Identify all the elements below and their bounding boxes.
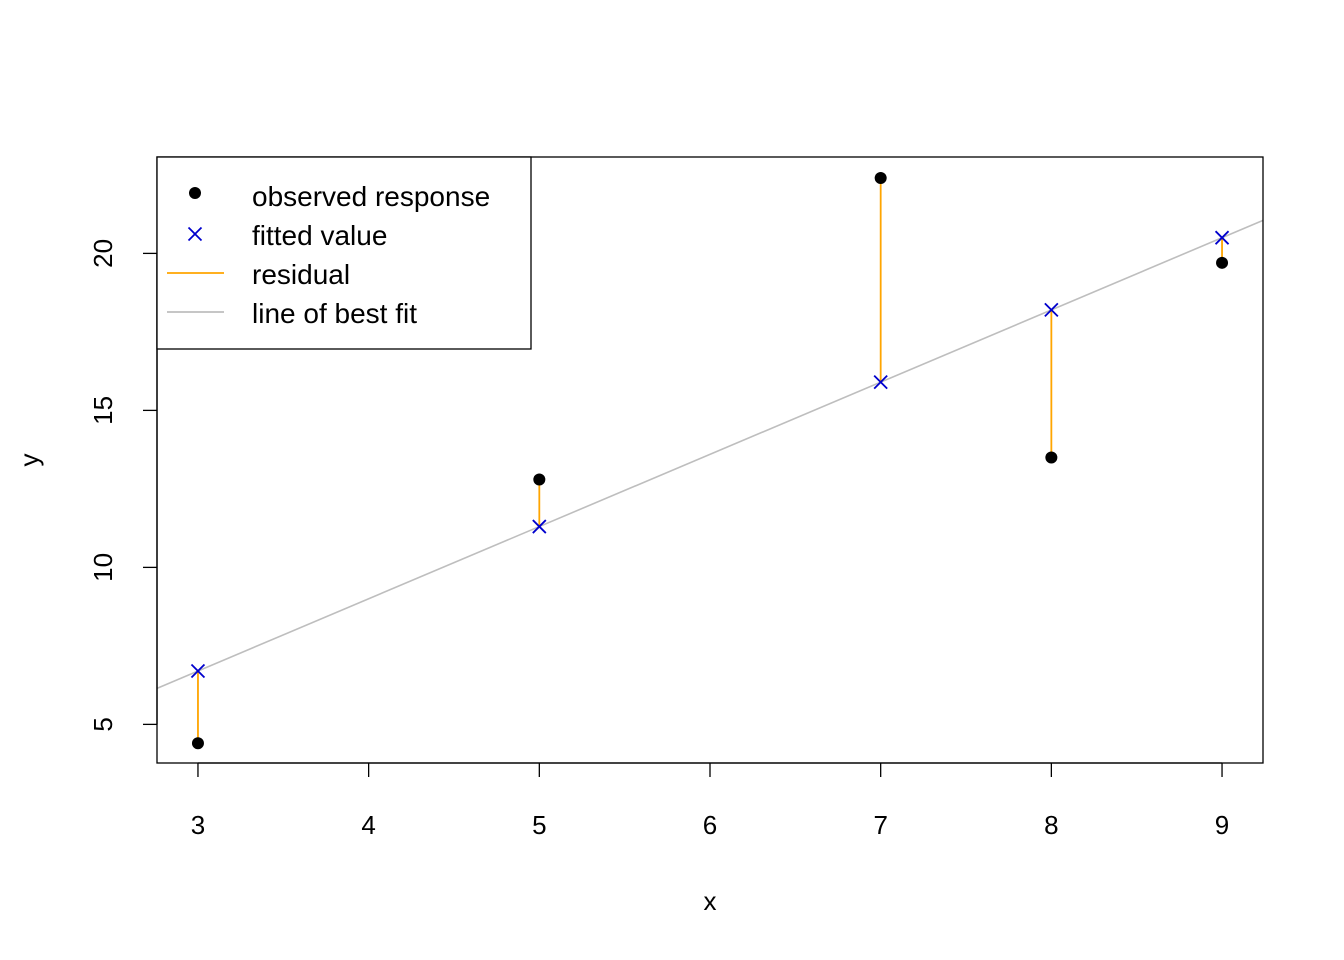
legend-label: observed response bbox=[252, 181, 490, 212]
fitted-point bbox=[1214, 230, 1230, 245]
legend-item: line of best fit bbox=[167, 298, 417, 329]
y-tick-label: 10 bbox=[88, 553, 118, 582]
y-axis-label: y bbox=[14, 454, 44, 467]
observed-point bbox=[1045, 451, 1058, 464]
observed-point bbox=[191, 737, 204, 750]
legend-label: line of best fit bbox=[252, 298, 417, 329]
legend: observed response fitted value residual lin… bbox=[156, 156, 532, 350]
x-tick-label: 6 bbox=[703, 810, 717, 840]
legend-label: fitted value bbox=[252, 220, 387, 251]
legend-box bbox=[156, 156, 532, 350]
y-tick-label: 15 bbox=[88, 396, 118, 425]
x-tick-label: 3 bbox=[191, 810, 205, 840]
y-tick-label: 20 bbox=[88, 239, 118, 268]
legend-item: residual bbox=[167, 259, 350, 290]
fitted-point-stroke bbox=[1044, 302, 1059, 318]
observed-point bbox=[1216, 256, 1229, 269]
x-axis-label: x bbox=[704, 886, 717, 916]
x-tick-label: 8 bbox=[1044, 810, 1058, 840]
legend-cross-symbol bbox=[187, 226, 203, 242]
best-fit-line bbox=[157, 219, 1263, 690]
x-tick-label: 9 bbox=[1215, 810, 1229, 840]
observed-point bbox=[533, 473, 546, 486]
fitted-point bbox=[532, 519, 547, 534]
legend-item: observed response bbox=[189, 181, 490, 212]
x-tick-label: 5 bbox=[532, 810, 546, 840]
x-tick-label: 4 bbox=[361, 810, 375, 840]
observed-point bbox=[874, 172, 887, 185]
legend-label: residual bbox=[252, 259, 350, 290]
fitted-point-stroke bbox=[1214, 230, 1230, 245]
fitted-point-stroke bbox=[873, 374, 888, 390]
legend-dot-symbol bbox=[189, 187, 201, 199]
fitted-point bbox=[190, 663, 206, 679]
fitted-point-stroke bbox=[532, 519, 547, 534]
legend-item: fitted value bbox=[187, 220, 387, 251]
fitted-point bbox=[1044, 302, 1059, 318]
x-tick-label: 7 bbox=[873, 810, 887, 840]
fitted-point bbox=[873, 374, 888, 390]
fitted-point-stroke bbox=[190, 663, 206, 679]
y-tick-label: 5 bbox=[88, 717, 118, 731]
